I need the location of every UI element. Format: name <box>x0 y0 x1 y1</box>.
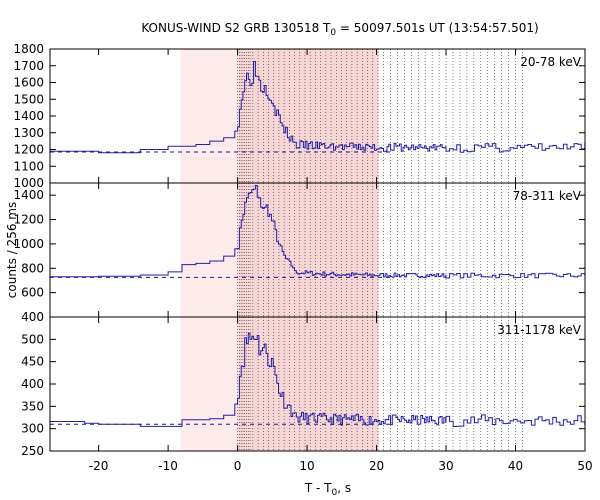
y-tick-label: 1600 <box>13 76 44 90</box>
x-tick-label: 20 <box>369 459 384 473</box>
y-tick-label: 1300 <box>13 126 44 140</box>
chart-title-subscript: 0 <box>330 28 336 38</box>
x-tick-label: -20 <box>89 459 109 473</box>
energy-band-label: 311-1178 keV <box>497 323 581 337</box>
panels-layer: 1000 1100 1200 1300 1400 1500 1600 1700 1800 20-7… <box>13 42 592 473</box>
y-tick-label: 400 <box>21 310 44 324</box>
y-axis-title: counts / 256 ms <box>5 202 19 298</box>
x-axis-title-main: T - T <box>304 481 332 495</box>
dense-shaded-interval <box>237 317 379 451</box>
y-tick-label: 1800 <box>13 42 44 56</box>
y-tick-label: 500 <box>21 332 44 346</box>
energy-band-label: 20-78 keV <box>520 55 582 69</box>
y-tick-label: 1200 <box>13 213 44 227</box>
x-axis-title: T - T0, s <box>304 481 351 498</box>
y-tick-label: 1700 <box>13 59 44 73</box>
x-tick-label: 50 <box>577 459 592 473</box>
y-tick-label: 1400 <box>13 188 44 202</box>
x-axis-title-rest: , s <box>337 481 351 495</box>
time-bin-lines <box>237 49 523 183</box>
dense-shaded-interval <box>237 183 379 317</box>
x-tick-label: 30 <box>438 459 453 473</box>
chart-title-rest: = 50097.501s UT (13:54:57.501) <box>336 21 539 35</box>
panel-311-1178-kev: 250 300 350 400 450 500 311-1178 keV <box>21 316 586 458</box>
x-tick-label: -10 <box>158 459 178 473</box>
y-tick-label: 250 <box>21 444 44 458</box>
x-axis-title-subscript: 0 <box>332 488 338 498</box>
y-tick-label: 1000 <box>13 237 44 251</box>
chart-title: KONUS-WIND S2 GRB 130518 T0 = 50097.501s… <box>141 21 538 38</box>
y-tick-label: 400 <box>21 377 44 391</box>
time-bin-lines <box>237 317 523 451</box>
time-bin-lines <box>237 183 523 317</box>
y-tick-label: 1100 <box>13 159 44 173</box>
y-tick-label: 350 <box>21 399 44 413</box>
y-tick-label: 1200 <box>13 143 44 157</box>
x-tick-label: 40 <box>508 459 523 473</box>
y-tick-label: 450 <box>21 355 44 369</box>
x-tick-labels: -20 -10 0 10 20 30 40 50 <box>89 459 593 473</box>
y-tick-label: 1500 <box>13 92 44 106</box>
energy-band-label: 78-311 keV <box>513 189 582 203</box>
y-tick-label: 1000 <box>13 176 44 190</box>
count-rate-series <box>50 61 586 154</box>
count-rate-series <box>50 185 586 279</box>
y-tick-label: 800 <box>21 261 44 275</box>
panel-78-311-kev: 400 600 800 1000 1200 1400 78-311 keV <box>13 182 586 324</box>
chart-title-main: KONUS-WIND S2 GRB 130518 T <box>141 21 331 35</box>
dense-shaded-interval <box>237 49 379 183</box>
count-rate-series <box>50 332 586 427</box>
x-tick-label: 0 <box>234 459 242 473</box>
y-tick-label: 300 <box>21 422 44 436</box>
panel-20-78-kev: 1000 1100 1200 1300 1400 1500 1600 1700 1800 20-7… <box>13 42 586 190</box>
y-tick-label: 1400 <box>13 109 44 123</box>
y-tick-label: 600 <box>21 286 44 300</box>
x-tick-label: 10 <box>299 459 314 473</box>
